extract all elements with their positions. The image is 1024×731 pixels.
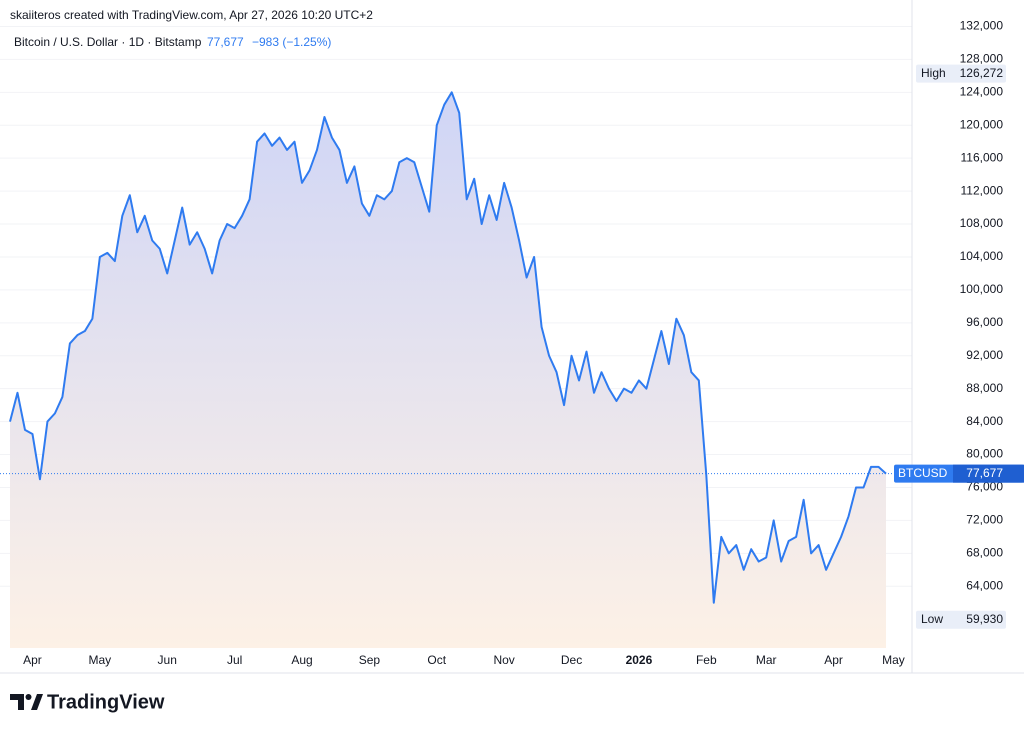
- y-tick-label: 76,000: [966, 480, 1003, 494]
- x-tick-label: Nov: [493, 653, 514, 667]
- brand: TradingView: [47, 691, 165, 713]
- credit: skaiiteros created with TradingView.com,…: [10, 8, 373, 22]
- x-tick-label: Dec: [561, 653, 582, 667]
- low-value: 59,930: [966, 612, 1003, 626]
- y-tick-label: 104,000: [960, 249, 1004, 263]
- price-tag-value-bg: [953, 464, 1024, 483]
- y-tick-label: 92,000: [966, 348, 1003, 362]
- y-tick-label: 80,000: [966, 447, 1003, 461]
- y-tick-label: 88,000: [966, 381, 1003, 395]
- y-tick-label: 68,000: [966, 546, 1003, 560]
- y-tick-label: 64,000: [966, 578, 1003, 592]
- x-tick-label: Jul: [227, 653, 242, 667]
- low-name: Low: [921, 612, 943, 626]
- y-tick-label: 84,000: [966, 414, 1003, 428]
- x-tick-label: Oct: [427, 653, 446, 667]
- y-tick-label: 116,000: [961, 150, 1004, 164]
- y-tick-label: 124,000: [960, 84, 1004, 98]
- x-tick-label: May: [89, 653, 112, 667]
- price-line: [9, 91, 887, 604]
- symbol: Bitcoin / U.S. Dollar · 1D · Bitstamp: [14, 35, 202, 49]
- header-change: −983 (−1.25%): [252, 35, 331, 49]
- x-tick-label: Aug: [291, 653, 312, 667]
- x-tick-label: Jun: [158, 653, 177, 667]
- y-tick-label: 108,000: [960, 216, 1004, 230]
- high-tag: [916, 64, 1006, 83]
- y-tick-label: 96,000: [966, 315, 1003, 329]
- x-tick-label: Mar: [756, 653, 777, 667]
- low-tag: [916, 610, 1006, 629]
- high-name: High: [921, 66, 946, 80]
- header-price: 77,677: [207, 35, 244, 49]
- x-tick-label: Sep: [359, 653, 381, 667]
- y-tick-label: 72,000: [966, 513, 1003, 527]
- area-fill: [10, 92, 886, 648]
- y-tick-label: 100,000: [960, 282, 1004, 296]
- x-tick-label: May: [882, 653, 905, 667]
- y-tick-label: 120,000: [960, 117, 1004, 131]
- y-tick-label: 132,000: [960, 19, 1004, 33]
- price-tag-value: 77,677: [966, 466, 1003, 480]
- x-tick-label: Apr: [23, 653, 42, 667]
- high-value: 126,272: [960, 66, 1004, 80]
- brand-logo: [10, 694, 43, 710]
- x-tick-label: Feb: [696, 653, 717, 667]
- price-tag-name: BTCUSD: [898, 466, 948, 480]
- x-tick-label: 2026: [626, 653, 653, 667]
- y-tick-label: 112,000: [961, 183, 1004, 197]
- x-tick-label: Apr: [824, 653, 843, 667]
- y-tick-label: 128,000: [960, 52, 1004, 66]
